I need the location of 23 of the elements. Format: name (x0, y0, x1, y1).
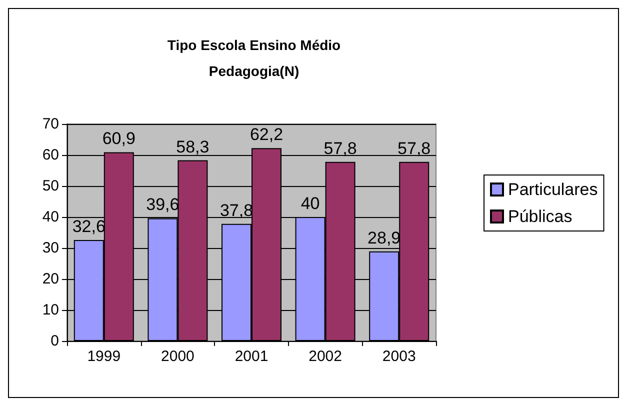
data-label: 60,9 (102, 129, 136, 148)
x-tick-label: 2003 (382, 348, 416, 365)
x-tick-label: 2000 (161, 348, 194, 365)
data-label: 57,8 (398, 138, 431, 158)
y-tick-label: 20 (42, 270, 59, 288)
y-tick-label: 60 (42, 146, 59, 164)
x-tick-label: 2002 (308, 348, 342, 365)
legend-label: Particulares (508, 180, 598, 199)
y-tick-label: 30 (42, 240, 59, 256)
legend-label: Públicas (508, 207, 572, 226)
data-label: 62,2 (250, 125, 284, 144)
data-label: 58,3 (176, 137, 210, 156)
data-label: 57,8 (324, 138, 357, 158)
y-tick-label: 40 (42, 208, 59, 226)
x-tick-label: 2001 (234, 348, 268, 365)
chart-title: Tipo Escola Ensino Médio Pedagogia(N) (167, 37, 341, 79)
y-tick-label: 70 (42, 116, 59, 132)
y-tick-label: 0 (50, 332, 59, 350)
data-label: 37,8 (220, 200, 254, 220)
y-tick-label: 50 (42, 178, 59, 194)
data-label: 40 (300, 194, 320, 213)
y-tick-label: 10 (42, 302, 59, 318)
x-tick-label: 1999 (87, 348, 121, 365)
